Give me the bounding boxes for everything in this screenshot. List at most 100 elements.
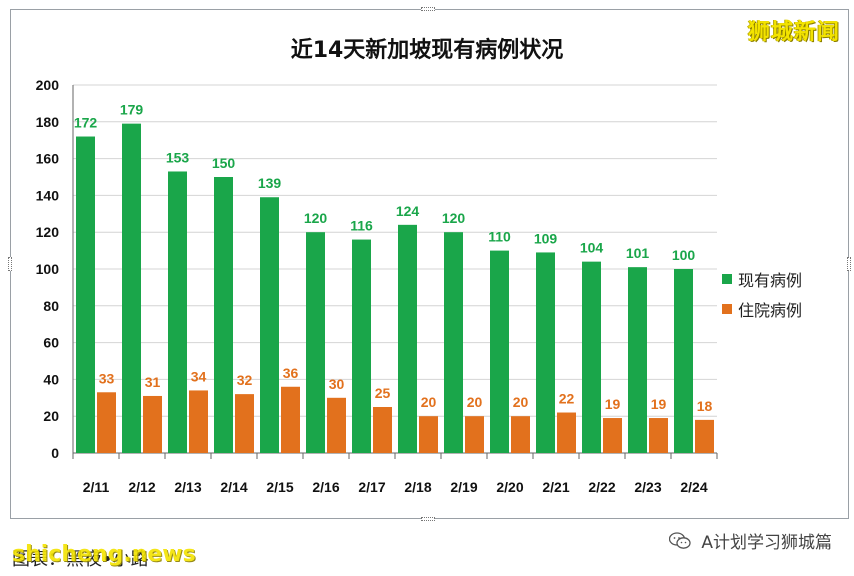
footer-account-label: A计划学习狮城篇 bbox=[701, 533, 832, 553]
resize-handle-left[interactable] bbox=[8, 257, 12, 271]
y-tick-label: 180 bbox=[36, 114, 60, 130]
x-tick-label: 2/12 bbox=[128, 479, 155, 495]
data-label-current: 120 bbox=[442, 210, 466, 226]
data-label-hospital: 32 bbox=[237, 372, 253, 388]
y-tick-label: 140 bbox=[36, 187, 60, 203]
x-tick-label: 2/22 bbox=[588, 479, 615, 495]
x-tick-label: 2/18 bbox=[404, 479, 431, 495]
bar-hospital bbox=[97, 392, 116, 453]
data-label-hospital: 20 bbox=[513, 394, 529, 410]
y-tick-label: 60 bbox=[43, 335, 59, 351]
bar-current bbox=[444, 232, 463, 453]
data-label-current: 120 bbox=[304, 210, 328, 226]
data-label-current: 150 bbox=[212, 155, 236, 171]
x-tick-label: 2/14 bbox=[220, 479, 247, 495]
bar-current bbox=[582, 261, 601, 453]
bar-current bbox=[628, 267, 647, 453]
data-label-current: 179 bbox=[120, 102, 144, 118]
y-tick-label: 0 bbox=[51, 445, 59, 461]
data-label-hospital: 22 bbox=[559, 391, 575, 407]
data-label-current: 104 bbox=[580, 240, 604, 256]
bar-current bbox=[536, 252, 555, 453]
legend-swatch-current bbox=[722, 274, 732, 284]
footer-credit: 图表：黑夜•小路 bbox=[12, 549, 149, 570]
bar-current bbox=[168, 171, 187, 454]
y-tick-label: 120 bbox=[36, 224, 60, 240]
x-tick-label: 2/23 bbox=[634, 479, 661, 495]
data-label-hospital: 20 bbox=[421, 394, 437, 410]
y-tick-label: 160 bbox=[36, 151, 60, 167]
data-label-hospital: 33 bbox=[99, 370, 115, 386]
data-label-current: 139 bbox=[258, 175, 282, 191]
data-label-hospital: 20 bbox=[467, 394, 483, 410]
legend-item-hospital: 住院病例 bbox=[722, 294, 802, 324]
resize-handle-right[interactable] bbox=[847, 257, 851, 271]
data-label-hospital: 18 bbox=[697, 398, 713, 414]
bar-current bbox=[76, 136, 95, 453]
legend-item-current: 现有病例 bbox=[722, 264, 802, 294]
bar-hospital bbox=[281, 386, 300, 453]
bar-hospital bbox=[189, 390, 208, 453]
footer-account[interactable]: A计划学习狮城篇 bbox=[669, 528, 832, 553]
data-label-hospital: 34 bbox=[191, 368, 207, 384]
bar-hospital bbox=[557, 412, 576, 453]
chart-legend: 现有病例 住院病例 bbox=[722, 264, 802, 324]
data-label-hospital: 31 bbox=[145, 374, 161, 390]
bar-current bbox=[306, 232, 325, 453]
footer-site-watermark: shicheng.news bbox=[12, 542, 196, 567]
bar-hospital bbox=[649, 418, 668, 453]
bar-current bbox=[398, 224, 417, 453]
bar-hospital bbox=[603, 418, 622, 453]
x-tick-label: 2/21 bbox=[542, 479, 569, 495]
x-tick-label: 2/16 bbox=[312, 479, 339, 495]
bar-current bbox=[490, 250, 509, 453]
data-label-current: 109 bbox=[534, 230, 558, 246]
bar-hospital bbox=[419, 416, 438, 453]
watermark-top: 狮城新闻 bbox=[747, 20, 840, 45]
data-label-current: 153 bbox=[166, 149, 190, 165]
bar-hospital bbox=[327, 397, 346, 453]
data-label-current: 172 bbox=[74, 115, 98, 131]
bar-hospital bbox=[695, 419, 714, 453]
x-tick-label: 2/13 bbox=[174, 479, 201, 495]
resize-handle-top[interactable] bbox=[421, 7, 435, 11]
data-label-hospital: 30 bbox=[329, 376, 345, 392]
x-tick-label: 2/19 bbox=[450, 479, 477, 495]
legend-swatch-hospital bbox=[722, 304, 732, 314]
bar-current bbox=[214, 177, 233, 453]
bar-hospital bbox=[235, 394, 254, 453]
data-label-hospital: 19 bbox=[651, 396, 667, 412]
y-tick-label: 100 bbox=[36, 261, 60, 277]
x-tick-label: 2/11 bbox=[83, 479, 110, 495]
x-tick-label: 2/15 bbox=[266, 479, 293, 495]
y-tick-label: 20 bbox=[43, 408, 59, 424]
bar-current bbox=[674, 269, 693, 453]
x-tick-label: 2/20 bbox=[496, 479, 523, 495]
data-label-hospital: 19 bbox=[605, 396, 621, 412]
data-label-current: 100 bbox=[672, 247, 696, 263]
legend-label-hospital: 住院病例 bbox=[738, 301, 803, 320]
bar-hospital bbox=[373, 407, 392, 453]
data-label-current: 124 bbox=[396, 203, 420, 219]
data-label-hospital: 25 bbox=[375, 385, 391, 401]
y-tick-label: 200 bbox=[36, 77, 60, 93]
chart-title: 近14天新加坡现有病例状况 bbox=[290, 38, 564, 63]
y-tick-label: 40 bbox=[43, 371, 59, 387]
resize-handle-bottom[interactable] bbox=[421, 517, 435, 521]
x-tick-label: 2/17 bbox=[358, 479, 385, 495]
data-label-current: 101 bbox=[626, 245, 650, 261]
bar-current bbox=[122, 123, 141, 453]
data-label-hospital: 36 bbox=[283, 365, 299, 381]
wechat-icon bbox=[669, 531, 692, 550]
bar-hospital bbox=[143, 395, 162, 453]
bar-current bbox=[260, 197, 279, 453]
legend-label-current: 现有病例 bbox=[738, 271, 803, 290]
y-tick-label: 80 bbox=[43, 298, 59, 314]
data-label-current: 116 bbox=[350, 218, 373, 234]
bar-hospital bbox=[465, 416, 484, 453]
bar-current bbox=[352, 239, 371, 453]
x-tick-label: 2/24 bbox=[680, 479, 707, 495]
data-label-current: 110 bbox=[488, 229, 511, 245]
bar-hospital bbox=[511, 416, 530, 453]
